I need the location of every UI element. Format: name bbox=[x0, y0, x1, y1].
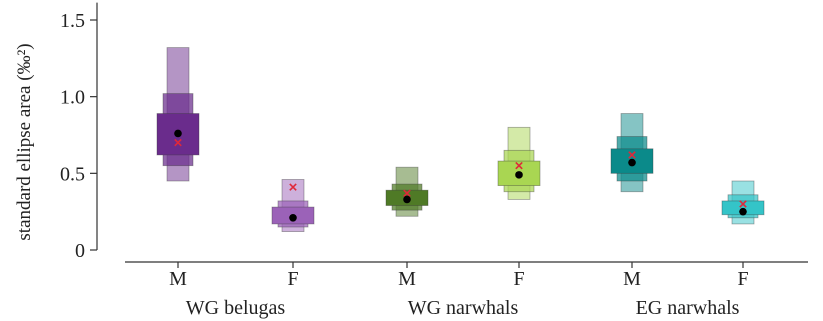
ml-estimate-marker bbox=[403, 189, 411, 198]
y-tick-label: 1.5 bbox=[60, 10, 85, 32]
ml-estimate-marker bbox=[628, 151, 636, 159]
mode-marker bbox=[515, 171, 523, 179]
ml-estimate-marker bbox=[289, 183, 297, 191]
mode-marker bbox=[739, 207, 747, 216]
y-tick-label: 1.0 bbox=[60, 87, 85, 109]
x-group-label: WG belugas bbox=[186, 297, 286, 319]
ml-estimate-marker bbox=[515, 161, 523, 170]
box-group bbox=[497, 126, 541, 200]
ml-estimate-marker bbox=[739, 200, 747, 208]
y-tick-label: 0 bbox=[75, 240, 85, 262]
x-group-label: WG narwhals bbox=[408, 297, 519, 319]
y-axis-label: standard ellipse area (‰²) bbox=[14, 43, 35, 240]
mode-marker bbox=[628, 158, 636, 167]
x-axis: M F M F M FWG belugas WG narwhals EG narwhals bbox=[125, 261, 808, 319]
boxes-layer bbox=[156, 47, 765, 232]
x-category-label: M bbox=[398, 268, 416, 290]
y-axis: 0 0.5 1.0 1.5 bbox=[60, 2, 98, 262]
box-group bbox=[271, 179, 315, 232]
box-group bbox=[610, 113, 654, 193]
mode-marker bbox=[174, 129, 182, 138]
box-group bbox=[721, 180, 765, 225]
ml-estimate-marker bbox=[174, 138, 182, 147]
x-category-label: M bbox=[623, 268, 641, 290]
x-category-label: F bbox=[737, 268, 748, 290]
x-category-label: F bbox=[513, 268, 524, 290]
y-tick-label: 0.5 bbox=[60, 163, 85, 185]
box-group bbox=[156, 47, 200, 182]
mode-marker bbox=[403, 195, 411, 204]
box-group bbox=[385, 166, 429, 217]
mode-marker bbox=[289, 214, 297, 222]
x-category-label: M bbox=[169, 268, 187, 290]
x-group-label: EG narwhals bbox=[636, 297, 740, 319]
x-category-label: F bbox=[287, 268, 298, 290]
